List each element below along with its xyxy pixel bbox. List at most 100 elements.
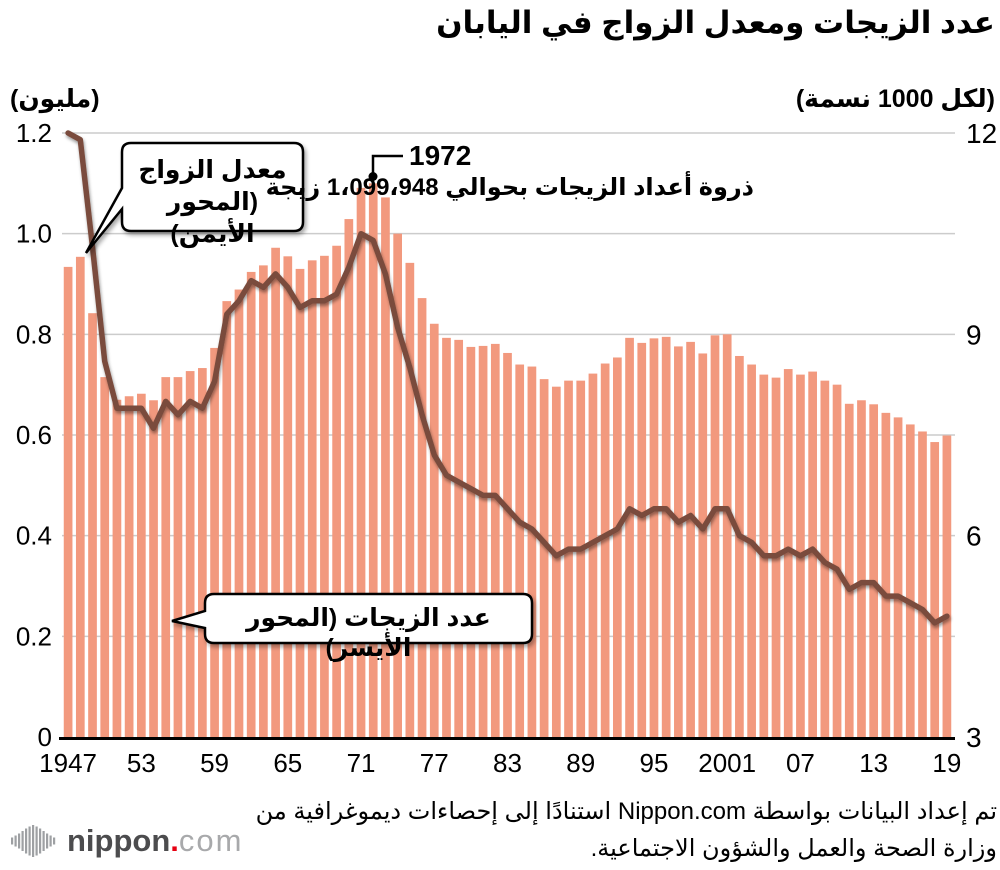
- marriages-bar: [259, 265, 268, 738]
- rate-callout-line1: معدل الزواج: [138, 156, 287, 184]
- marriages-bar: [588, 373, 598, 738]
- marriage-rate-line-series: [65, 130, 950, 626]
- marriages-bar: [478, 345, 488, 738]
- marriages-bar: [63, 266, 73, 738]
- y-right-tick-label: 3: [966, 722, 982, 753]
- nippon-logo-wordmark: nippon.com: [67, 818, 244, 864]
- marriages-bar: [234, 289, 244, 738]
- marriages-bar: [490, 343, 500, 738]
- marriages-bar: [466, 346, 476, 738]
- marriages-bar: [698, 353, 708, 738]
- marriages-bar: [88, 313, 97, 738]
- x-tick-label: 53: [127, 748, 156, 778]
- rate-callout-label: معدل الزواج (المحور الأيمن): [122, 154, 303, 250]
- marriages-bar: [722, 334, 732, 738]
- x-tick-label: 95: [640, 748, 669, 778]
- count-callout-label: عدد الزيجات (المحور الأيسر): [246, 604, 491, 662]
- logo-waveform-bar: [28, 826, 31, 856]
- y-left-tick-label: 0.6: [16, 420, 52, 450]
- marriages-bar: [356, 187, 366, 738]
- logo-waveform-bar: [46, 833, 49, 849]
- peak-annotation-connector: [371, 154, 403, 174]
- peak-annotation-value: 1،099،948: [326, 174, 439, 201]
- right-axis-unit-label: (لكل 1000 نسمة): [795, 85, 995, 113]
- y-right-tick-label: 12: [966, 118, 997, 149]
- y-right-tick-label: 6: [966, 521, 982, 552]
- logo-waveform-bar: [49, 835, 52, 847]
- marriages-bar: [185, 371, 195, 738]
- nippon-logo: nippon.com: [10, 818, 244, 864]
- x-axis-ticks: 1947 53 59 65 71 77 83 89 95 2001 07 13 19: [39, 748, 961, 778]
- x-tick-label: 19: [932, 748, 961, 778]
- y-left-tick-label: 1.2: [16, 118, 52, 148]
- marriages-bar: [149, 400, 158, 738]
- marriages-bar: [393, 233, 403, 738]
- marriages-bar: [222, 301, 232, 738]
- marriages-bar: [735, 355, 744, 738]
- marriages-bar: [747, 364, 756, 738]
- marriages-bar: [100, 377, 110, 738]
- marriages-bar: [674, 346, 683, 738]
- source-note-line1: تم إعداد البيانات بواسطة Nippon.com استن…: [255, 798, 997, 825]
- marriages-bar: [320, 255, 329, 738]
- marriages-bar: [124, 396, 134, 738]
- peak-annotation-text-after: زيجة: [265, 174, 321, 201]
- count-callout-bubble: [171, 592, 534, 645]
- marriages-bar: [625, 337, 634, 738]
- rate-callout-line2: (المحور الأيمن): [166, 188, 259, 248]
- marriages-bar: [686, 341, 695, 738]
- peak-annotation-dot: [368, 172, 378, 181]
- y-axis-right-ticks: 12 9 6 3: [966, 118, 997, 753]
- marriages-bar: [75, 256, 85, 738]
- source-note-line2: وزارة الصحة والعمل والشؤون الاجتماعية.: [590, 835, 997, 862]
- logo-waveform-bar: [18, 833, 21, 849]
- x-tick-label: 13: [859, 748, 888, 778]
- marriages-bar: [198, 368, 207, 738]
- marriages-bar: [381, 197, 390, 739]
- marriages-bar: [918, 431, 927, 738]
- y-left-tick-label: 0: [38, 722, 52, 752]
- logo-waveform-bar: [35, 826, 38, 856]
- marriages-bar: [246, 271, 256, 738]
- y-right-tick-label: 9: [966, 319, 982, 350]
- marriages-bar: [112, 399, 122, 738]
- logo-waveform-bar: [21, 831, 24, 851]
- marriages-bar: [551, 386, 561, 738]
- marriages-bar: [283, 256, 293, 738]
- x-tick-label: 65: [273, 748, 302, 778]
- marriages-bar: [454, 339, 464, 738]
- marriages-bar: [417, 298, 427, 738]
- marriages-bar: [637, 342, 647, 738]
- marriages-bar: [173, 377, 183, 738]
- rate-callout-bubble: [84, 141, 305, 254]
- y-axis-left-ticks: 1.2 1.0 0.8 0.6 0.4 0.2 0: [16, 118, 52, 752]
- marriages-bar: [405, 262, 415, 738]
- nippon-logo-waveform-icon: [11, 825, 56, 857]
- marriages-bar: [161, 377, 171, 738]
- y-left-tick-label: 0.2: [16, 621, 52, 651]
- marriages-bar: [905, 424, 915, 738]
- marriages-bar: [661, 336, 671, 738]
- logo-waveform-bar: [32, 825, 35, 857]
- marriages-bar: [307, 260, 317, 738]
- marriages-bar: [344, 219, 354, 738]
- marriages-bar: [893, 417, 903, 738]
- logo-waveform-bar: [11, 837, 14, 845]
- logo-dot-text: .: [170, 823, 179, 858]
- marriages-bar: [271, 247, 280, 738]
- marriages-bar: [332, 245, 341, 738]
- marriages-bar: [136, 393, 146, 738]
- marriages-bar: [649, 338, 659, 738]
- marriages-bar: [527, 366, 537, 738]
- marriages-bar: [783, 369, 793, 738]
- marriages-bar: [564, 380, 573, 738]
- logo-waveform-bar: [14, 835, 17, 847]
- x-tick-label: 2001: [698, 748, 756, 778]
- y-left-tick-label: 0.8: [16, 319, 52, 349]
- marriage-rate-line: [65, 130, 950, 626]
- marriages-bars-series: [63, 183, 952, 739]
- marriages-bar: [832, 384, 842, 738]
- marriages-bar: [942, 435, 952, 738]
- marriages-bar: [844, 403, 854, 738]
